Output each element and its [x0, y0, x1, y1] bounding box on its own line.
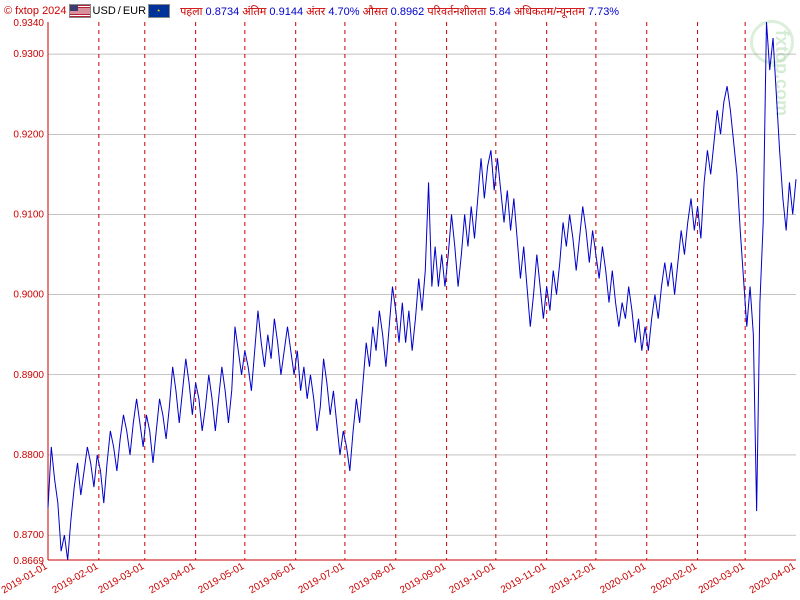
svg-text:2020-02-01: 2020-02-01 [649, 561, 699, 596]
svg-text:0.9340: 0.9340 [13, 18, 44, 29]
svg-text:2019-10-01: 2019-10-01 [448, 561, 498, 596]
svg-text:2019-08-01: 2019-08-01 [347, 561, 397, 596]
chart-container: © fxtop 2024 USD / EUR पहला 0.8734 अंतिम… [0, 0, 800, 600]
svg-text:2019-03-01: 2019-03-01 [96, 561, 146, 596]
svg-text:0.9200: 0.9200 [13, 129, 44, 140]
svg-text:0.9300: 0.9300 [13, 49, 44, 60]
svg-text:0.9100: 0.9100 [13, 209, 44, 220]
svg-text:2019-11-01: 2019-11-01 [499, 561, 549, 596]
svg-text:0.8900: 0.8900 [13, 370, 44, 381]
svg-text:0.9000: 0.9000 [13, 290, 44, 301]
svg-text:2019-06-01: 2019-06-01 [247, 561, 297, 596]
chart-svg: 0.8700 0.8800 0.8900 0.9000 0.9100 0.9200 0.93… [0, 0, 800, 600]
svg-text:0.8800: 0.8800 [13, 450, 44, 461]
svg-text:2019-09-01: 2019-09-01 [398, 561, 448, 596]
svg-text:2019-12-01: 2019-12-01 [548, 561, 598, 596]
svg-text:2020-03-01: 2020-03-01 [697, 561, 747, 596]
svg-text:0.8700: 0.8700 [13, 530, 44, 541]
svg-text:2019-07-01: 2019-07-01 [297, 561, 347, 596]
svg-text:2019-05-01: 2019-05-01 [197, 561, 247, 596]
svg-text:2019-04-01: 2019-04-01 [147, 561, 197, 596]
svg-text:2019-02-01: 2019-02-01 [51, 561, 101, 596]
svg-text:2020-01-01: 2020-01-01 [598, 561, 648, 596]
svg-text:2020-04-01: 2020-04-01 [748, 561, 798, 596]
